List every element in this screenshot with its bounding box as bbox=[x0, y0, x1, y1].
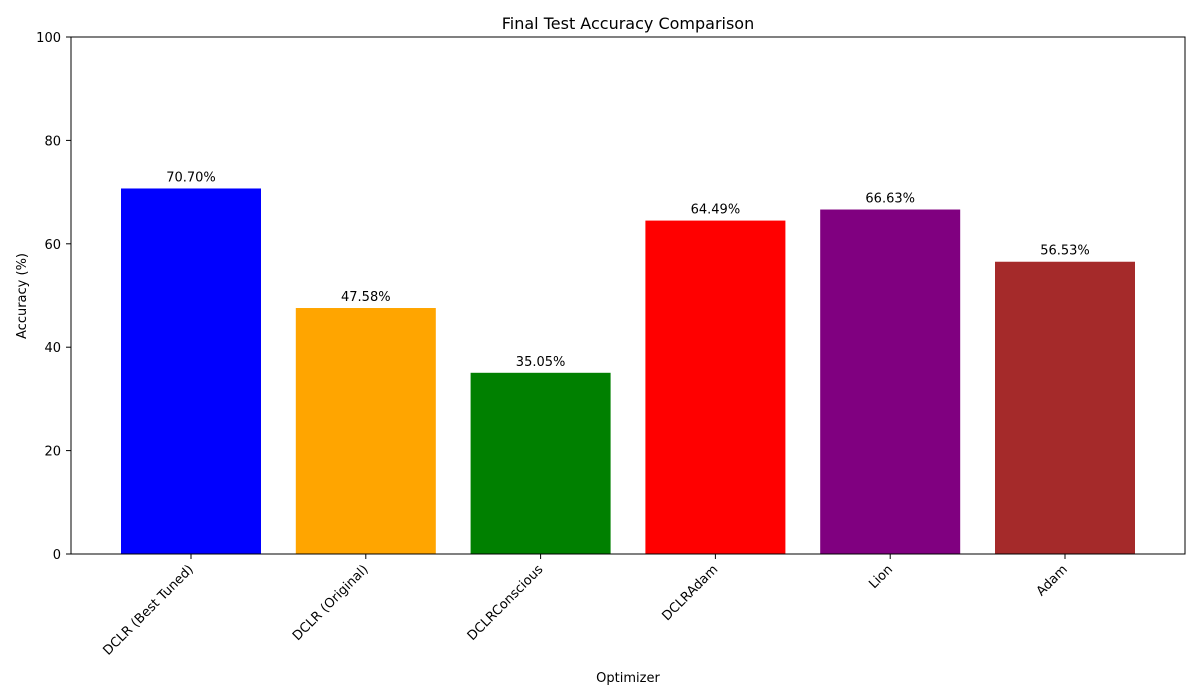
y-axis-label: Accuracy (%) bbox=[15, 253, 30, 339]
data-label-dclr-original: 47.58% bbox=[341, 290, 391, 305]
chart-title: Final Test Accuracy Comparison bbox=[502, 14, 754, 33]
y-tick-label-100: 100 bbox=[36, 31, 61, 46]
x-tick-label-dclr-best-tuned: DCLR (Best Tuned) bbox=[100, 562, 196, 658]
y-axis: 0 20 40 60 80 100 bbox=[36, 31, 71, 563]
data-labels-layer: 70.70% 47.58% 35.05% 64.49% 66.63% 56.53% bbox=[166, 170, 1090, 369]
x-tick-label-adam: Adam bbox=[1034, 562, 1071, 599]
y-tick-label-60: 60 bbox=[44, 238, 61, 253]
bar-dclrconscious bbox=[470, 372, 611, 554]
bar-lion bbox=[820, 209, 961, 555]
x-tick-label-dclrconscious: DCLRConscious bbox=[465, 562, 547, 644]
data-label-dclradam: 64.49% bbox=[691, 203, 741, 218]
x-tick-label-dclradam: DCLRAdam bbox=[659, 562, 721, 624]
y-tick-label-0: 0 bbox=[53, 548, 61, 563]
data-label-dclrconscious: 35.05% bbox=[516, 355, 566, 370]
data-label-lion: 66.63% bbox=[865, 192, 915, 207]
y-tick-label-20: 20 bbox=[44, 445, 61, 460]
x-tick-label-dclr-original: DCLR (Original) bbox=[290, 562, 372, 644]
data-label-dclr-best-tuned: 70.70% bbox=[166, 170, 216, 185]
bars-layer bbox=[121, 188, 1135, 555]
bar-dclr-best-tuned bbox=[121, 188, 261, 554]
y-tick-label-80: 80 bbox=[44, 134, 61, 149]
data-label-adam: 56.53% bbox=[1040, 244, 1090, 259]
bar-adam bbox=[995, 261, 1135, 554]
plot-frame bbox=[70, 36, 1186, 555]
x-tick-label-lion: Lion bbox=[866, 562, 896, 592]
bar-dclradam bbox=[645, 220, 786, 554]
bar-dclr-original bbox=[295, 308, 436, 554]
x-axis-label: Optimizer bbox=[596, 671, 660, 686]
x-axis: DCLR (Best Tuned) DCLR (Original) DCLRCons… bbox=[100, 554, 1071, 659]
y-tick-label-40: 40 bbox=[44, 341, 61, 356]
